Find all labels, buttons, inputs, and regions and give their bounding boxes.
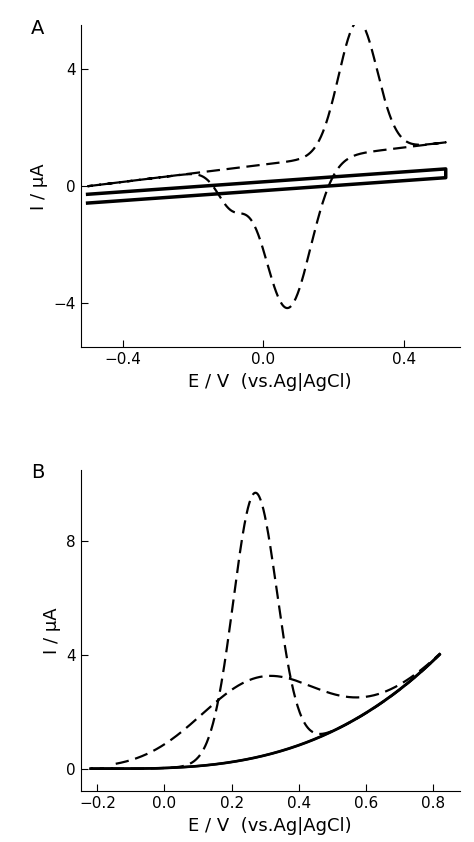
Text: B: B: [31, 463, 45, 482]
Y-axis label: I / μA: I / μA: [43, 607, 61, 654]
Y-axis label: I / μA: I / μA: [30, 163, 48, 210]
X-axis label: E / V  (vs.Ag|AgCl): E / V (vs.Ag|AgCl): [188, 373, 352, 391]
Text: A: A: [31, 19, 45, 38]
X-axis label: E / V  (vs.Ag|AgCl): E / V (vs.Ag|AgCl): [188, 817, 352, 835]
